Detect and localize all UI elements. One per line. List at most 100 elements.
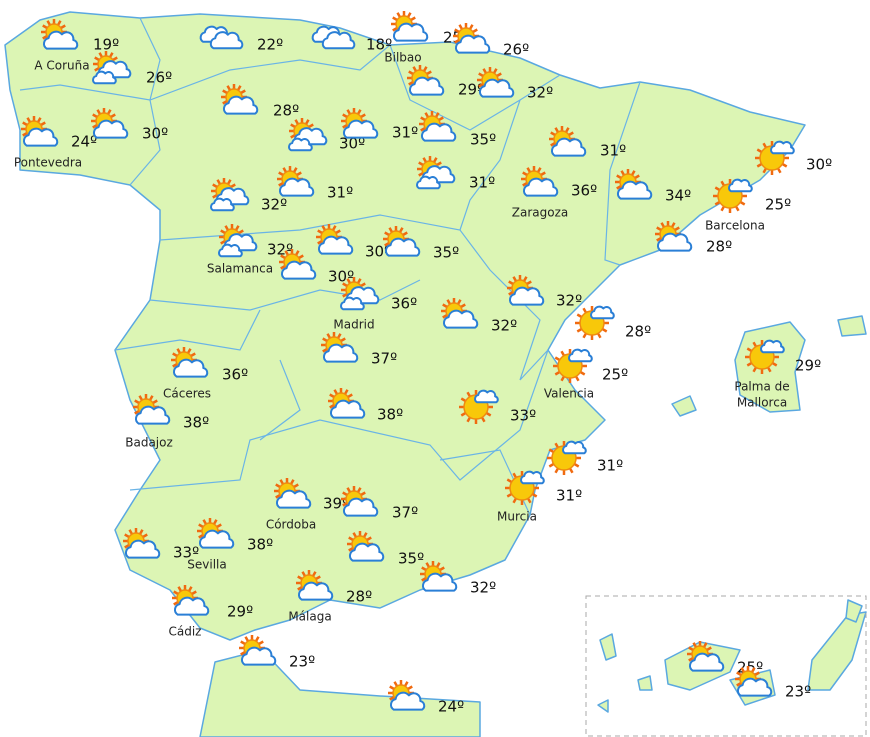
weather-icon: [575, 305, 615, 340]
sun-ray: [508, 290, 514, 296]
temperature: 23º: [785, 683, 811, 701]
cloud: [218, 243, 243, 258]
temperature: 36º: [222, 366, 248, 384]
cloud: [298, 581, 334, 601]
weather-icon: [459, 389, 499, 424]
sun-ray: [329, 403, 335, 409]
sun-ray: [308, 123, 314, 129]
cloud: [93, 119, 129, 139]
weather-icon: [123, 528, 161, 559]
sun-ray: [739, 200, 746, 206]
sun-ray: [317, 229, 323, 235]
sun-ray: [280, 254, 286, 260]
sun-ray: [138, 529, 144, 535]
sun-ray: [408, 70, 414, 76]
weather-icon: [549, 126, 587, 157]
sun-ray: [460, 397, 467, 403]
weather-icon: [521, 166, 559, 197]
sun-ray: [46, 20, 52, 26]
weather-icon: [277, 166, 315, 197]
city-label: Badajoz: [125, 436, 173, 450]
weather-icon: [713, 178, 753, 213]
sun-ray: [746, 347, 753, 353]
sun-ray: [60, 24, 66, 30]
sun-ray: [756, 148, 763, 154]
sun-ray: [360, 113, 366, 119]
sun-ray: [522, 181, 528, 187]
sun-ray: [26, 117, 32, 123]
sun-ray: [36, 117, 42, 123]
sun-ray: [422, 66, 428, 72]
sun-ray: [278, 171, 284, 177]
sun-ray: [226, 179, 232, 185]
sun-ray: [438, 116, 444, 122]
sun-ray: [42, 24, 48, 30]
cloud: [343, 497, 379, 517]
sun-ray: [482, 68, 488, 74]
cloud: [241, 646, 277, 666]
sun-ray: [407, 685, 413, 691]
weather-icon: [341, 486, 379, 517]
sun-ray: [172, 362, 178, 368]
sun-ray: [548, 462, 555, 468]
cloud: [349, 542, 385, 562]
sun-ray: [512, 497, 518, 504]
cloud: [770, 140, 795, 155]
sun-ray: [289, 479, 295, 485]
temperature: 31º: [600, 142, 626, 160]
sun-ray: [212, 183, 218, 189]
sun-ray: [356, 278, 362, 284]
sun-ray: [173, 590, 179, 596]
sun-ray: [301, 571, 307, 577]
sun-ray: [343, 389, 349, 395]
cloud: [523, 177, 559, 197]
sun-ray: [275, 483, 281, 489]
temperature: 38º: [183, 414, 209, 432]
sun-ray: [582, 332, 588, 339]
sun-ray: [342, 282, 348, 288]
sun-ray: [468, 24, 474, 30]
sun-ray: [360, 282, 366, 288]
city-label: Cáceres: [163, 387, 211, 401]
sun-ray: [656, 236, 662, 242]
cloud: [416, 175, 441, 190]
sun-ray: [418, 171, 424, 177]
sun-ray: [702, 642, 708, 648]
sun-ray: [766, 366, 772, 373]
weather-icon: [505, 470, 545, 505]
sun-ray: [692, 642, 698, 648]
sun-ray: [424, 112, 430, 118]
cloud: [562, 440, 587, 455]
weather-icon: [288, 118, 328, 152]
weather-icon: [311, 25, 356, 50]
sun-ray: [436, 161, 442, 167]
sun-ray: [536, 167, 542, 173]
sun-ray: [506, 478, 513, 484]
weather-icon: [92, 51, 132, 85]
temperature: 29º: [795, 357, 821, 375]
temperature: 35º: [470, 131, 496, 149]
weather-icon: [91, 108, 129, 139]
sun-ray: [293, 483, 299, 489]
sun-ray: [173, 600, 179, 606]
sun-ray: [478, 82, 484, 88]
sun-ray: [734, 205, 740, 212]
sun-ray: [186, 348, 192, 354]
sun-ray: [191, 590, 197, 596]
temperature: 32º: [261, 196, 287, 214]
sun-ray: [294, 119, 300, 125]
sun-ray: [92, 113, 98, 119]
sun-ray: [616, 174, 622, 180]
cloud: [520, 470, 545, 485]
weather-icon: [321, 332, 359, 363]
sun-ray: [396, 12, 402, 18]
sun-ray: [284, 250, 290, 256]
sun-ray: [740, 667, 746, 673]
sun-ray: [492, 68, 498, 74]
temperature: 28º: [346, 588, 372, 606]
sun-ray: [190, 352, 196, 358]
sun-ray: [384, 241, 390, 247]
sun-ray: [601, 327, 608, 333]
temperature: 24º: [438, 698, 464, 716]
weather-icon: [197, 518, 235, 549]
